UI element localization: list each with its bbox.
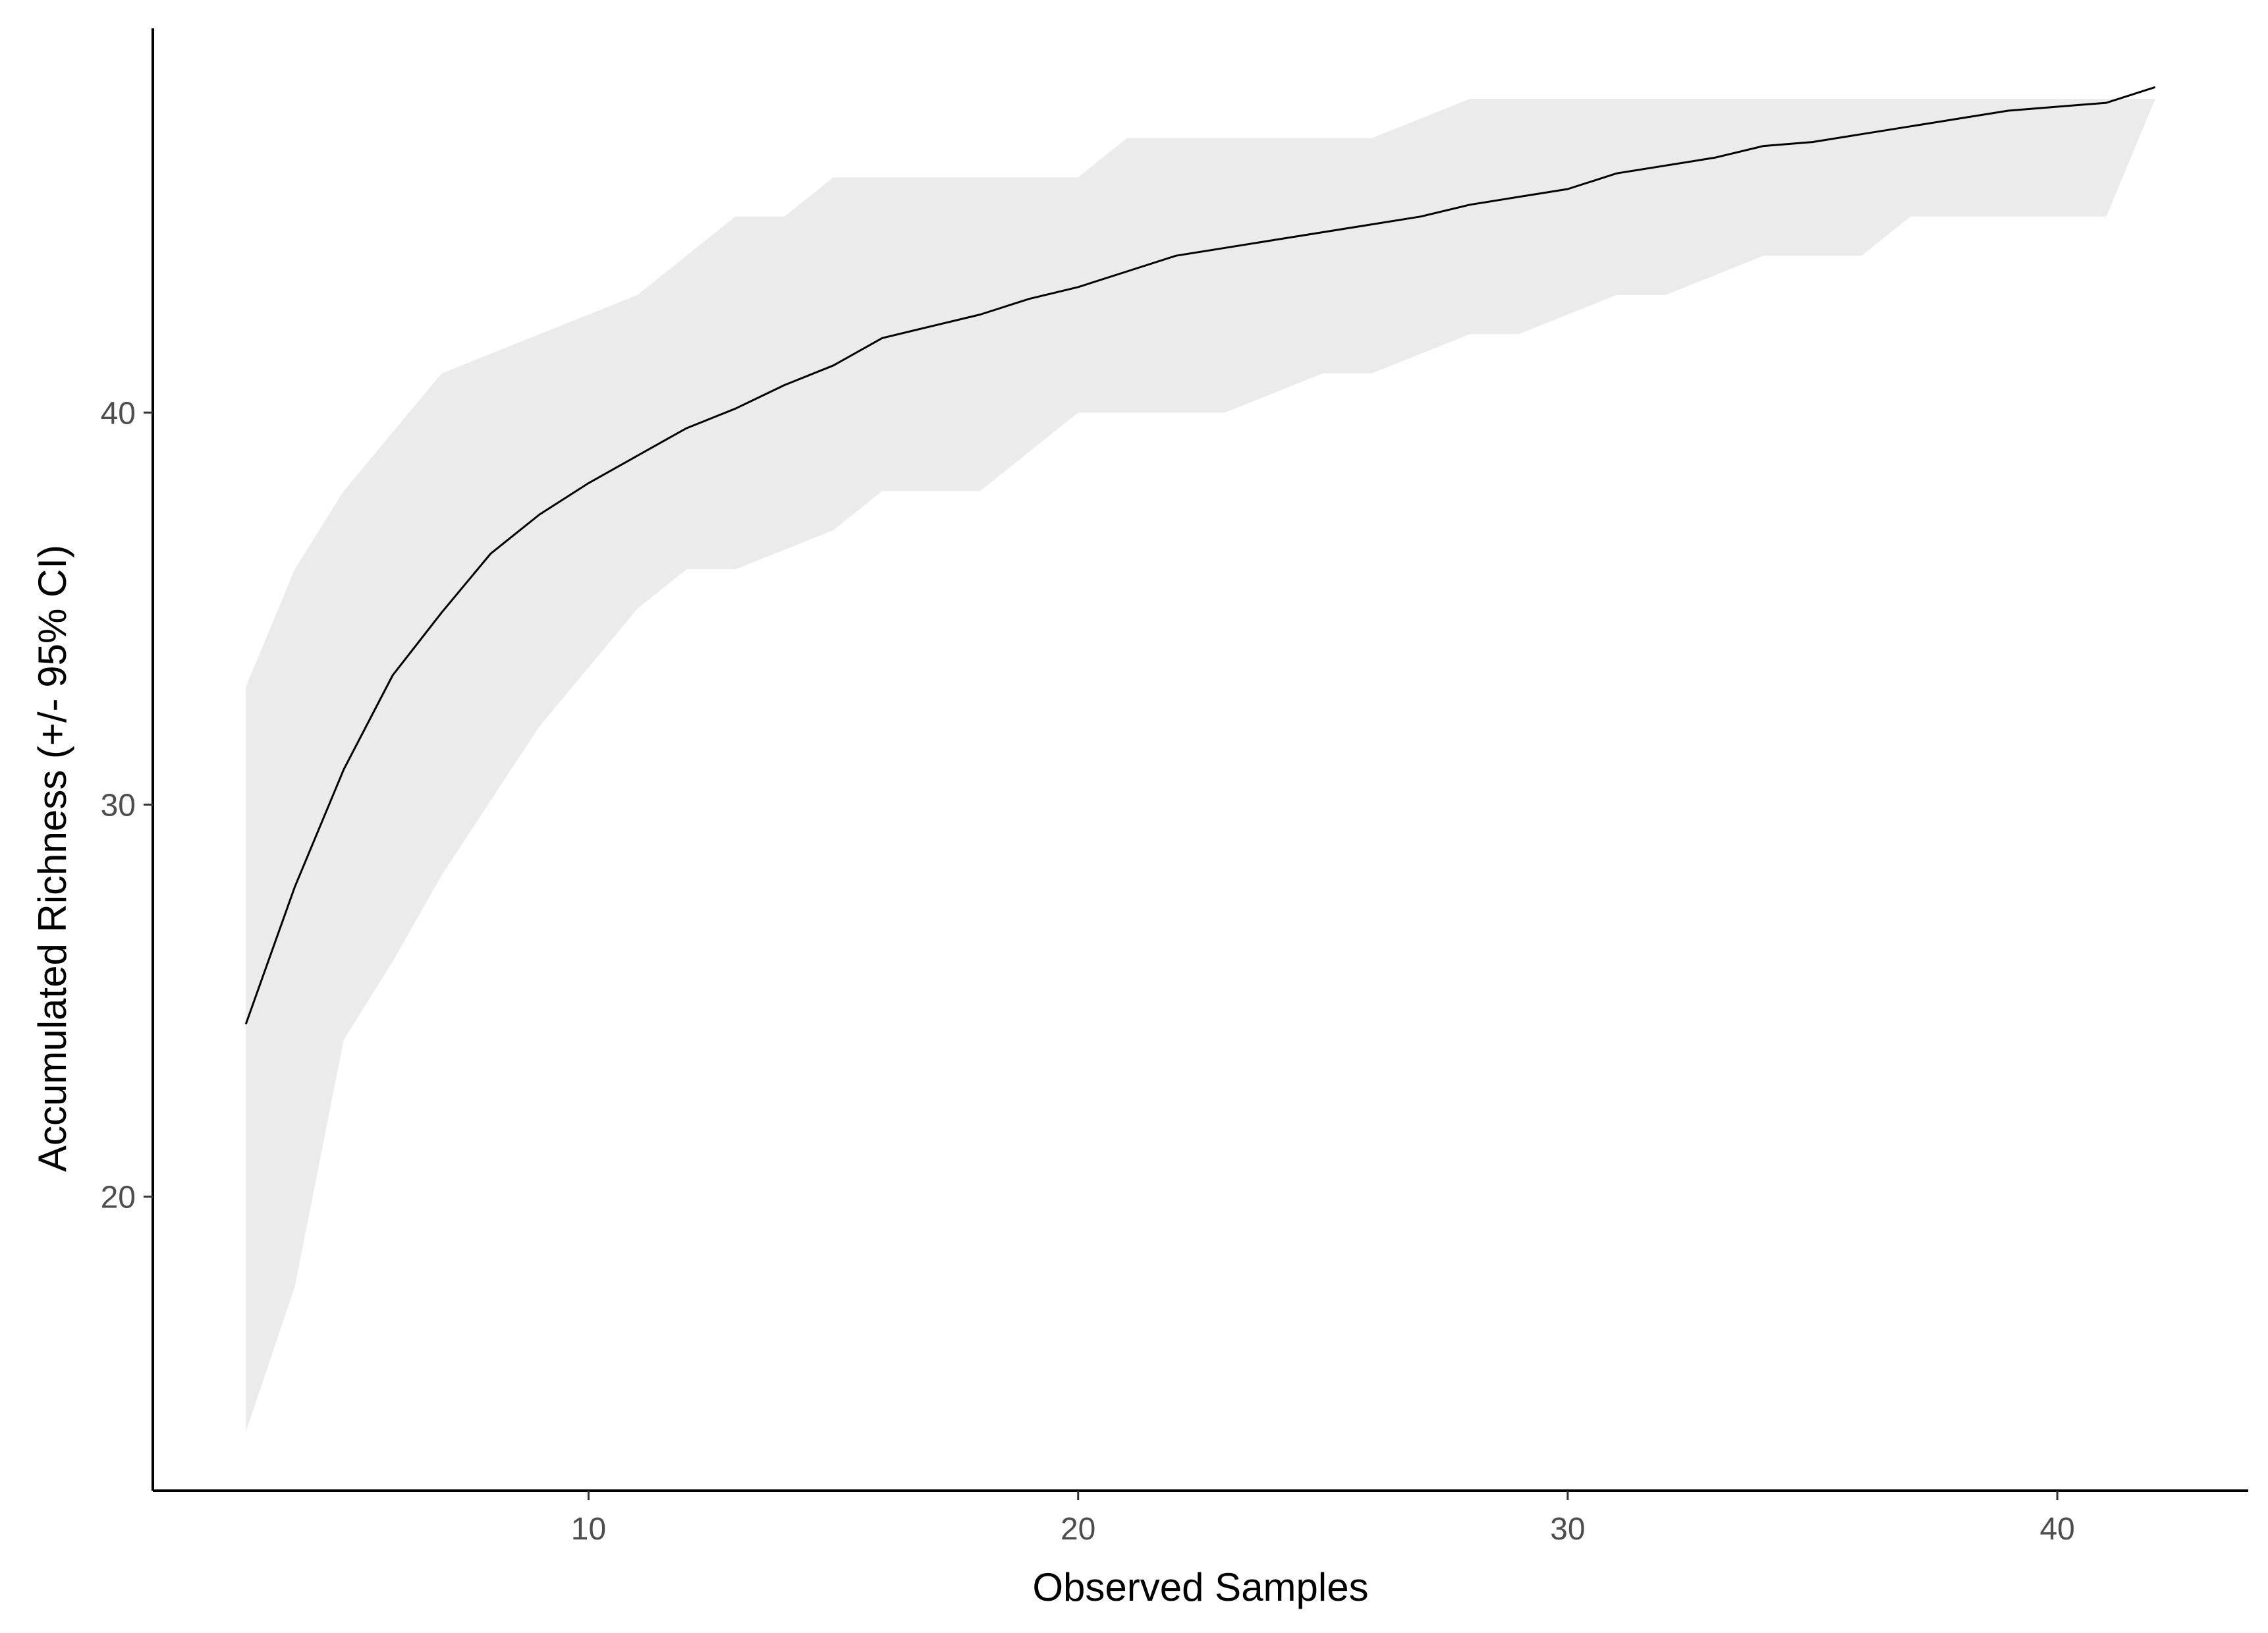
confidence-band-layer bbox=[246, 99, 2155, 1432]
richness-mean-line bbox=[244, 86, 2156, 1025]
x-axis-title: Observed Samples bbox=[1032, 1565, 1368, 1609]
mean-line-layer bbox=[244, 86, 2156, 1025]
x-tick-label: 30 bbox=[1550, 1512, 1585, 1547]
x-ticks: 10 20 30 40 bbox=[571, 1491, 2075, 1547]
y-tick-label: 20 bbox=[101, 1180, 136, 1215]
y-ticks: 20 30 40 bbox=[101, 396, 153, 1215]
y-tick-label: 30 bbox=[101, 788, 136, 823]
x-tick-label: 40 bbox=[2039, 1512, 2074, 1547]
axes-layer bbox=[152, 28, 2248, 1492]
confidence-ribbon bbox=[246, 99, 2155, 1432]
x-tick-label: 10 bbox=[571, 1512, 606, 1547]
x-tick-label: 20 bbox=[1061, 1512, 1095, 1547]
y-tick-label: 40 bbox=[101, 396, 136, 431]
y-axis-title: Accumulated Richness (+/- 95% CI) bbox=[30, 545, 74, 1172]
